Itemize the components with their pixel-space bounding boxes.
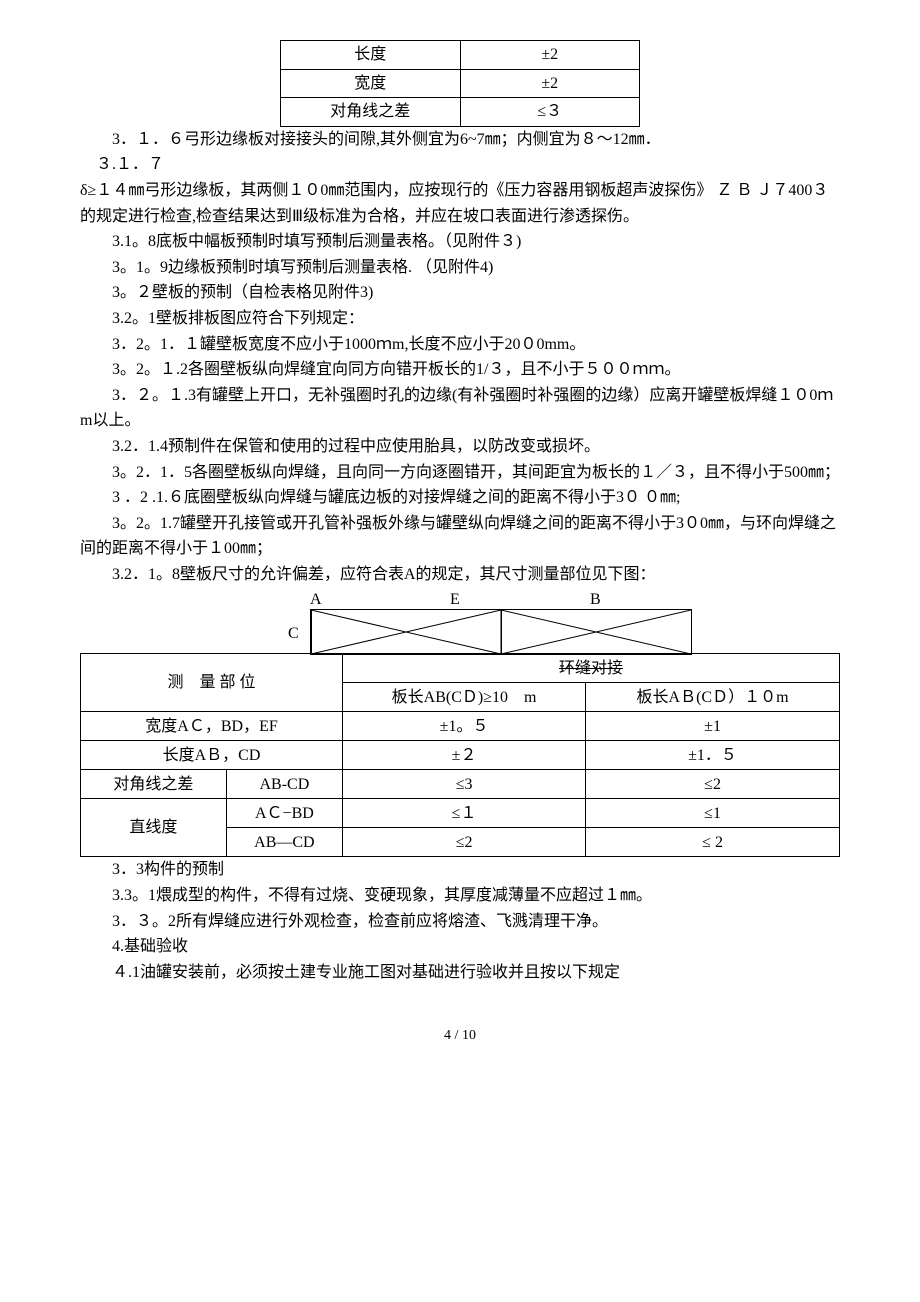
tolerance-table-small: 长度 ±2 宽度 ±2 对角线之差 ≤３ (280, 40, 640, 127)
header-col3: 板长AＢ(CＤ）１０m (586, 683, 840, 712)
tolerance-table-big: 测 量 部 位 环缝对接 板长AB(CＤ)≥10 m 板长AＢ(CＤ）１０m 宽… (80, 653, 840, 857)
paragraph: 3.2．1。8壁板尺寸的允许偏差，应符合表A的规定，其尺寸测量部位见下图： (80, 562, 840, 588)
paragraph: 3．２。１.3有罐壁上开口，无补强圈时孔的边缘(有补强圈时补强圈的边缘）应离开罐… (80, 383, 840, 434)
table-row: 直线度 AＣ−BD ≤１ ≤1 (81, 799, 840, 828)
paragraph: 3。２壁板的预制（自检表格见附件3) (80, 280, 840, 306)
row-label: 对角线之差 (81, 770, 227, 799)
row-sub: AB-CD (226, 770, 342, 799)
table-row: 长度AＢ，CD ±２ ±1．５ (81, 741, 840, 770)
paragraph: 3。1。9边缘板预制时填写预制后测量表格. （见附件4) (80, 255, 840, 281)
paragraph: 3．3构件的预制 (80, 857, 840, 883)
paragraph: 3．３。2所有焊缝应进行外观检查，检查前应将熔渣、飞溅清理干净。 (80, 909, 840, 935)
paragraph: 3 ．2 .1.６底圈壁板纵向焊缝与罐底边板的对接焊缝之间的距离不得小于3０ ０… (80, 485, 840, 511)
paragraph: 3。2。1.7罐壁开孔接管或开孔管补强板外缘与罐壁纵向焊缝之间的距离不得小于3０… (80, 511, 840, 562)
page-total: 10 (462, 1028, 476, 1043)
table-row: 对角线之差 ≤３ (281, 98, 640, 127)
header-row: 测 量 部 位 环缝对接 (81, 654, 840, 683)
table-row: 宽度AＣ，BD，EF ±1。５ ±1 (81, 712, 840, 741)
cell: ≤2 (343, 828, 586, 857)
paragraph: δ≥１４㎜弓形边缘板，其两侧１０0㎜范围内，应按现行的《压力容器用钢板超声波探伤… (80, 178, 840, 229)
paragraph: 4.基础验收 (80, 934, 840, 960)
row-label: 宽度AＣ，BD，EF (81, 712, 343, 741)
cell-label: 长度 (281, 41, 461, 70)
paragraph: ４.1油罐安装前，必须按土建专业施工图对基础进行验收并且按以下规定 (80, 960, 840, 986)
table-row: 长度 ±2 (281, 41, 640, 70)
paragraph: 3.2。1壁板排板图应符合下列规定： (80, 306, 840, 332)
cell: ±1。５ (343, 712, 586, 741)
cell: ≤2 (586, 770, 840, 799)
label-C: C (288, 621, 299, 647)
cell: ±２ (343, 741, 586, 770)
page-footer: 4 / 10 (80, 1025, 840, 1047)
cell: ≤ 2 (586, 828, 840, 857)
cell: ±1．５ (586, 741, 840, 770)
paragraph: 3。2。１.2各圈壁板纵向焊缝宜向同方向错开板长的1/３，且不小于５００ｍｍ。 (80, 357, 840, 383)
header-col2: 板长AB(CＤ)≥10 m (343, 683, 586, 712)
diagram-box (310, 609, 692, 655)
paragraph: 3.2．1.4预制件在保管和使用的过程中应使用胎具，以防改变或损坏。 (80, 434, 840, 460)
page-num: 4 (444, 1028, 451, 1043)
header-note: 环缝对接 (343, 654, 840, 683)
paragraph: 3.3。1煨成型的构件，不得有过烧、变硬现象，其厚度减薄量不应超过１㎜。 (80, 883, 840, 909)
cell-value: ±2 (460, 41, 640, 70)
cell-value: ≤３ (460, 98, 640, 127)
paragraph: 3.1。8底板中幅板预制时填写预制后测量表格。（见附件３) (80, 229, 840, 255)
table-row: 对角线之差 AB-CD ≤3 ≤2 (81, 770, 840, 799)
paragraph: 3．１．６弓形边缘板对接接头的间隙,其外侧宜为6~7㎜；内侧宜为８～12㎜． (80, 127, 840, 153)
row-sub: AＣ−BD (226, 799, 342, 828)
cell-label: 对角线之差 (281, 98, 461, 127)
header-measure: 测 量 部 位 (81, 654, 343, 712)
paragraph: 3。2．1．5各圈壁板纵向焊缝，且向同一方向逐圈错开，其间距宜为板长的１／３，且… (80, 460, 840, 486)
paragraph: ３.１．７ (80, 152, 840, 178)
cell-label: 宽度 (281, 69, 461, 98)
table-row: 宽度 ±2 (281, 69, 640, 98)
row-sub: AB—CD (226, 828, 342, 857)
row-label: 长度AＢ，CD (81, 741, 343, 770)
cell: ±1 (586, 712, 840, 741)
cell: ≤１ (343, 799, 586, 828)
cell: ≤3 (343, 770, 586, 799)
cell: ≤1 (586, 799, 840, 828)
cell-value: ±2 (460, 69, 640, 98)
paragraph: 3．2。1．１罐壁板宽度不应小于1000ｍm,长度不应小于20０0mm。 (80, 332, 840, 358)
plate-diagram: A E B C (80, 587, 840, 657)
row-label: 直线度 (81, 799, 227, 857)
